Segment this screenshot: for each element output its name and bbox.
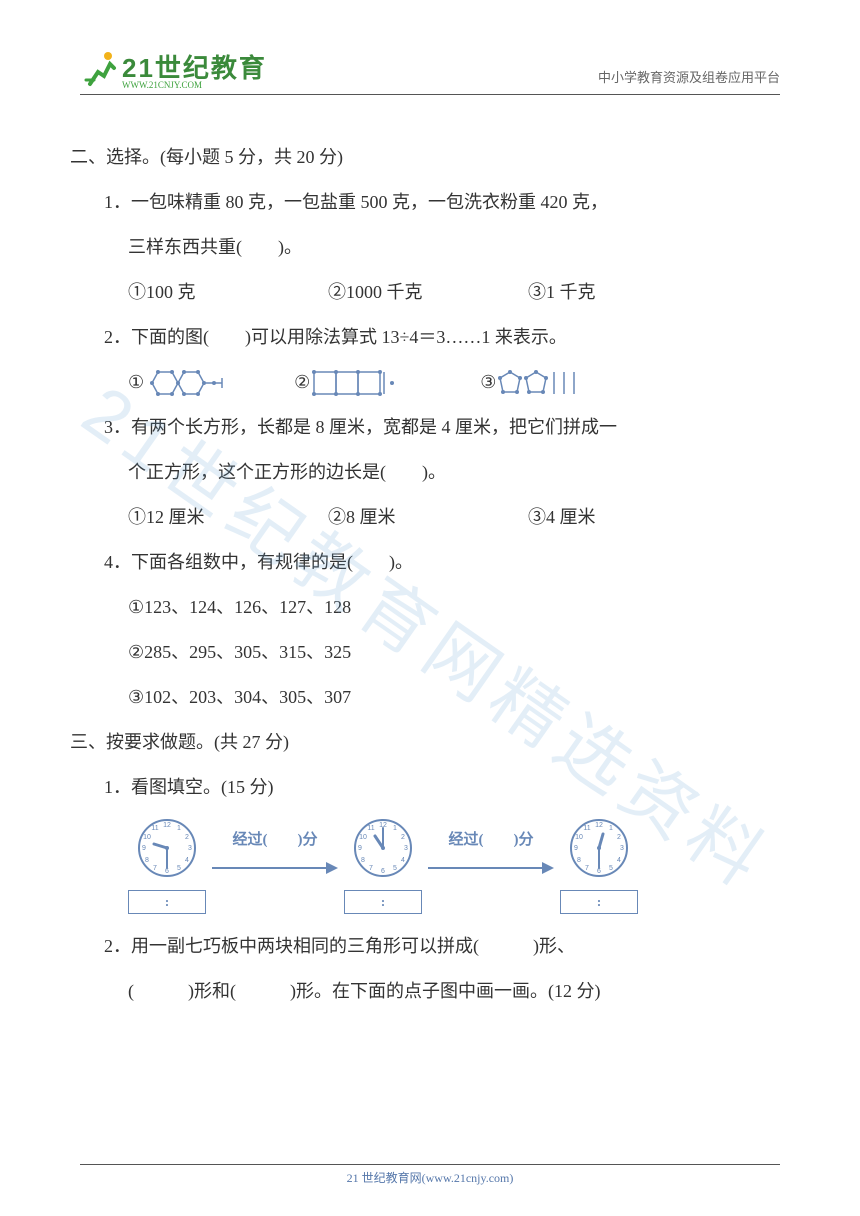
arrow-2-icon [426,860,556,876]
q2-1-opt3: ③1 千克 [528,270,728,315]
svg-text:3: 3 [188,845,192,852]
q2-2-opt3-label: ③ [480,360,496,405]
q2-1-stem-b: 三样东西共重( )。 [128,225,780,270]
svg-text:5: 5 [177,865,181,872]
q2-3-opt3: ③4 厘米 [528,495,728,540]
time-box-2: : [344,890,422,914]
arrow-1: 经过( )分 [206,822,344,876]
svg-text:10: 10 [143,834,151,841]
q2-1-options: ①100 克 ②1000 千克 ③1 千克 [128,270,780,315]
svg-text:8: 8 [577,857,581,864]
q2-3-stem-a: 3．有两个长方形，长都是 8 厘米，宽都是 4 厘米，把它们拼成一 [104,405,780,450]
q2-2-opt2: ② [294,360,420,405]
arrow-1-text: 经过( )分 [233,822,318,860]
clock-1-icon: 12 12 3 45 6 78 9 1011 [135,816,199,880]
svg-text:6: 6 [597,868,601,875]
svg-text:11: 11 [583,825,590,832]
clock-3: 12 12 3 45 6 78 9 1011 : [560,816,638,914]
svg-text:9: 9 [358,845,362,852]
svg-text:10: 10 [575,834,583,841]
arrow-1-icon [210,860,340,876]
q2-3-opt1: ①12 厘米 [128,495,328,540]
q2-3-options: ①12 厘米 ②8 厘米 ③4 厘米 [128,495,780,540]
clock-2-icon: 1212 345 678 91011 [351,816,415,880]
svg-text:5: 5 [393,865,397,872]
svg-text:9: 9 [142,845,146,852]
q2-1-stem-a: 1．一包味精重 80 克，一包盐重 500 克，一包洗衣粉重 420 克， [104,180,780,225]
svg-text:3: 3 [404,845,408,852]
page-footer: 21 世纪教育网(www.21cnjy.com) [80,1156,780,1186]
content-body: 二、选择。(每小题 5 分，共 20 分) 1．一包味精重 80 克，一包盐重 … [80,95,780,1014]
pentagons-icon [496,366,616,400]
svg-text:7: 7 [153,865,157,872]
q2-2-options: ① [128,360,780,405]
q2-4-stem: 4．下面各组数中，有规律的是( )。 [104,540,780,585]
section-2-heading: 二、选择。(每小题 5 分，共 20 分) [70,135,780,180]
q2-2-opt1: ① [128,360,234,405]
squares-icon [310,366,420,400]
svg-text:1: 1 [177,825,181,832]
svg-text:9: 9 [574,845,578,852]
logo-main-text: 21世纪教育 [122,55,267,81]
svg-text:11: 11 [151,825,158,832]
section-3-heading: 三、按要求做题。(共 27 分) [70,720,780,765]
svg-text:1: 1 [609,825,613,832]
q2-2-stem: 2．下面的图( )可以用除法算式 13÷4＝3……1 来表示。 [104,315,780,360]
svg-text:11: 11 [367,825,374,832]
page-header: 21世纪教育 WWW.21CNJY.COM 中小学教育资源及组卷应用平台 [80,30,780,90]
svg-text:3: 3 [620,845,624,852]
clock-2: 1212 345 678 91011 : [344,816,422,914]
svg-text:5: 5 [609,865,613,872]
q3-2-line2: ( )形和( )形。在下面的点子图中画一画。(12 分) [128,969,780,1014]
logo-runner-icon [80,50,120,90]
time-box-3: : [560,890,638,914]
svg-text:2: 2 [401,834,405,841]
q2-4-opt2: ②285、295、305、315、325 [128,630,780,675]
page: 21世纪教育网精选资料 21世纪教育 WWW.21CNJY.COM 中小学教育资… [0,0,860,1216]
svg-text:6: 6 [165,868,169,875]
q2-4-opt3: ③102、203、304、305、307 [128,675,780,720]
svg-text:7: 7 [585,865,589,872]
q2-1-opt2: ②1000 千克 [328,270,528,315]
svg-text:8: 8 [361,857,365,864]
q2-2-opt2-label: ② [294,360,310,405]
svg-text:2: 2 [185,834,189,841]
svg-text:4: 4 [617,857,621,864]
svg-text:4: 4 [401,857,405,864]
q2-2-opt3: ③ [480,360,616,405]
hexagons-icon [144,366,234,400]
q2-1-opt1: ①100 克 [128,270,328,315]
q2-2-opt1-label: ① [128,360,144,405]
logo-text-block: 21世纪教育 WWW.21CNJY.COM [122,55,267,90]
svg-text:4: 4 [185,857,189,864]
arrow-2: 经过( )分 [422,822,560,876]
q3-1-stem: 1．看图填空。(15 分) [104,765,780,810]
svg-text:12: 12 [163,822,171,829]
time-box-1: : [128,890,206,914]
q3-2-line1: 2．用一副七巧板中两块相同的三角形可以拼成( )形、 [104,924,780,969]
svg-text:1: 1 [393,825,397,832]
logo: 21世纪教育 WWW.21CNJY.COM [80,50,267,90]
q2-3-stem-b: 个正方形，这个正方形的边长是( )。 [128,450,780,495]
svg-text:10: 10 [359,834,367,841]
clock-row: 1212 345 678 91011 : 经过( )分 [128,816,780,914]
clock-3-icon: 12 12 3 45 6 78 9 1011 [567,816,631,880]
q2-4-opt1: ①123、124、126、127、128 [128,585,780,630]
svg-text:6: 6 [381,868,385,875]
q2-3-opt2: ②8 厘米 [328,495,528,540]
svg-text:7: 7 [369,865,373,872]
clock-1: 12 12 3 45 6 78 9 1011 : [128,816,206,914]
arrow-2-text: 经过( )分 [449,822,534,860]
svg-text:12: 12 [595,822,603,829]
footer-divider [80,1164,780,1165]
svg-text:8: 8 [145,857,149,864]
logo-sub-text: WWW.21CNJY.COM [122,81,267,90]
header-right-text: 中小学教育资源及组卷应用平台 [598,67,780,90]
svg-text:2: 2 [617,834,621,841]
footer-text: 21 世纪教育网(www.21cnjy.com) [80,1169,780,1186]
